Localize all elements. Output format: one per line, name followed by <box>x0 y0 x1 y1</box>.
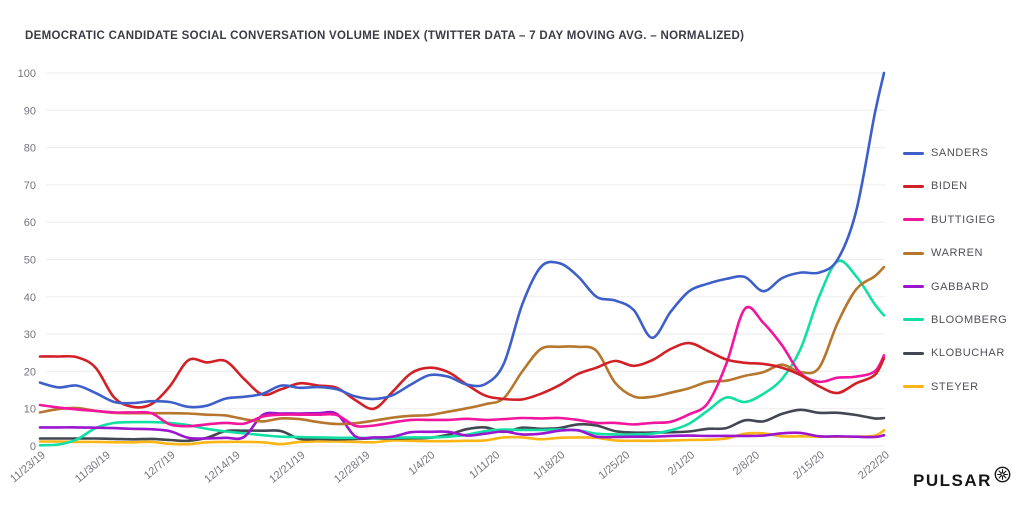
series-line-klobuchar <box>38 408 886 443</box>
legend-swatch-biden <box>903 184 924 188</box>
legend-swatch-bloomberg <box>903 318 924 322</box>
legend-item-klobuchar: KLOBUCHAR <box>903 347 1023 359</box>
legend-label-biden: BIDEN <box>931 180 968 193</box>
series-line-gabbard <box>38 410 886 441</box>
series-line-biden <box>38 341 886 411</box>
x-tick-label-1: 11/30/19 <box>73 449 113 485</box>
legend-label-sanders: SANDERS <box>931 147 989 159</box>
y-tick-label-40: 40 <box>24 292 36 304</box>
y-tick-label-100: 100 <box>18 68 36 80</box>
y-tick-label-10: 10 <box>24 404 36 416</box>
legend-swatch-warren <box>903 251 924 255</box>
legend-item-warren: WARREN <box>903 247 1023 259</box>
y-tick-label-90: 90 <box>24 105 36 117</box>
x-tick-label-3: 12/14/19 <box>202 449 243 486</box>
legend-item-gabbard: GABBARD <box>903 281 1023 293</box>
x-tick-label-11: 2/8/20 <box>731 449 762 478</box>
series-line-steyer <box>38 429 886 446</box>
y-tick-label-80: 80 <box>24 143 36 155</box>
series-line-buttigieg <box>38 305 886 428</box>
legend-label-buttigieg: BUTTIGIEG <box>931 213 996 226</box>
legend-label-bloomberg: BLOOMBERG <box>931 313 1008 326</box>
legend-label-warren: WARREN <box>931 247 984 260</box>
legend-item-bloomberg: BLOOMBERG <box>903 314 1023 326</box>
x-tick-label-5: 12/28/19 <box>332 449 373 486</box>
chart-title: DEMOCRATIC CANDIDATE SOCIAL CONVERSATION… <box>25 30 745 42</box>
legend-swatch-klobuchar <box>903 351 924 355</box>
series-line-sanders <box>38 71 886 409</box>
y-tick-label-60: 60 <box>24 217 36 229</box>
x-tick-label-2: 12/7/19 <box>142 449 178 482</box>
x-tick-label-0: 11/23/19 <box>8 449 48 485</box>
series-line-warren <box>38 265 886 426</box>
x-tick-label-7: 1/11/20 <box>467 449 502 481</box>
legend-item-steyer: STEYER <box>903 381 1023 393</box>
y-tick-label-30: 30 <box>24 329 36 341</box>
y-tick-label-0: 0 <box>30 441 36 453</box>
y-tick-label-20: 20 <box>24 366 36 378</box>
legend-swatch-sanders <box>903 151 924 155</box>
legend-swatch-steyer <box>903 385 924 389</box>
y-tick-label-50: 50 <box>24 255 36 267</box>
legend-label-steyer: STEYER <box>931 380 979 393</box>
legend-item-sanders: SANDERS <box>903 147 1023 159</box>
pulsar-logo-text: PULSAR <box>913 471 992 490</box>
x-tick-label-4: 12/21/19 <box>267 449 308 486</box>
legend-item-biden: BIDEN <box>903 180 1023 192</box>
x-tick-label-13: 2/22/20 <box>856 449 892 482</box>
legend: SANDERS BIDEN BUTTIGIEG WARREN GABBARD B… <box>903 147 1023 414</box>
x-tick-label-6: 1/4/20 <box>406 449 437 478</box>
legend-label-gabbard: GABBARD <box>931 280 989 293</box>
x-tick-label-10: 2/1/20 <box>666 449 697 478</box>
legend-item-buttigieg: BUTTIGIEG <box>903 214 1023 226</box>
legend-swatch-buttigieg <box>903 218 924 222</box>
legend-swatch-gabbard <box>903 285 924 289</box>
y-tick-label-70: 70 <box>24 180 36 192</box>
legend-label-klobuchar: KLOBUCHAR <box>931 347 1005 360</box>
x-tick-label-12: 2/15/20 <box>791 449 827 482</box>
x-tick-label-8: 1/18/20 <box>531 449 567 482</box>
pulsar-logo: PULSAR <box>913 466 1011 494</box>
pulsar-starburst-icon <box>994 466 1011 483</box>
x-tick-label-9: 1/25/20 <box>596 449 632 482</box>
